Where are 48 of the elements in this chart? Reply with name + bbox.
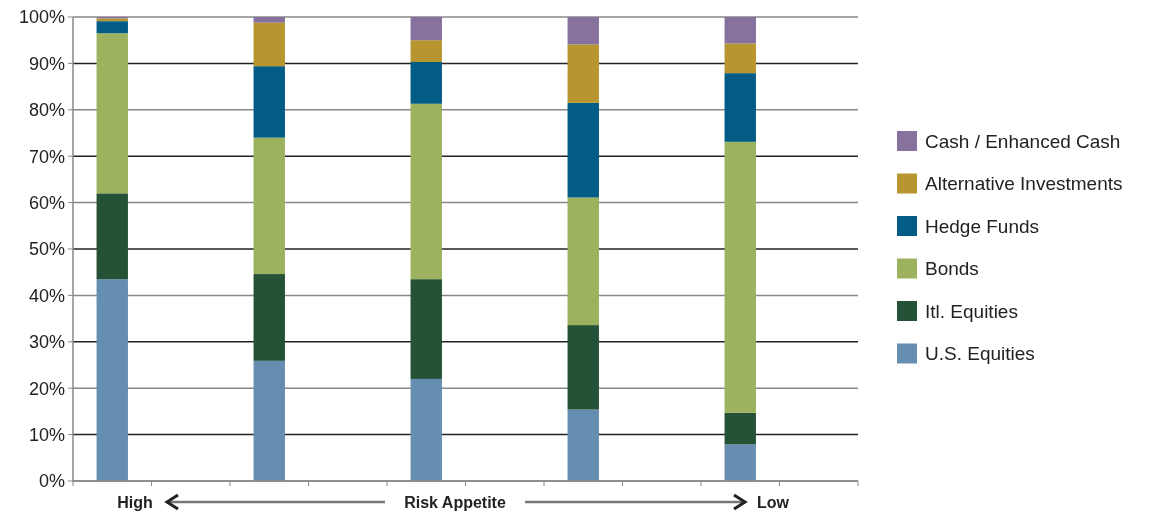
legend-label: Bonds [925,258,979,280]
bar [253,274,285,361]
x-axis-title: Risk Appetite [404,494,506,511]
bar [253,137,285,275]
legend-label: Alternative Investments [925,173,1123,195]
bar [724,444,756,481]
bar [96,33,128,194]
bar [96,21,128,34]
bar [567,44,599,103]
y-tick-label: 20% [28,378,65,399]
legend-label: Hedge Funds [925,215,1040,237]
bar [410,103,442,280]
y-tick-label: 50% [28,239,65,260]
legend-label: Cash / Enhanced Cash [925,130,1121,152]
bar [567,197,599,326]
y-tick-label: 10% [28,424,65,445]
y-tick-label: 80% [28,100,65,121]
bar [724,17,756,44]
bar [410,279,442,379]
bar [96,193,128,280]
bar [410,62,442,104]
bar [567,325,599,410]
bar [96,279,128,481]
y-tick-label: 100% [18,7,65,28]
bar [724,43,756,74]
bar [253,66,285,138]
bar [724,412,756,445]
bar [724,73,756,142]
legend-label: U.S. Equities [925,343,1035,365]
bar [567,102,599,198]
bar [253,17,285,23]
y-tick-label: 30% [28,332,65,353]
y-tick-label: 60% [28,192,65,213]
y-tick-label: 40% [28,285,65,306]
y-tick-label: 0% [38,471,65,492]
text: High [117,494,153,511]
y-tick-label: 70% [28,146,65,167]
bar [567,17,599,45]
bar [410,378,442,481]
text: Low [757,494,790,511]
bar [253,360,285,481]
y-tick-label: 90% [28,53,65,74]
bar [410,17,442,41]
bar [567,409,599,481]
bar [253,22,285,67]
bar [410,40,442,63]
legend-label: Itl. Equities [925,300,1018,322]
bar [724,141,756,413]
